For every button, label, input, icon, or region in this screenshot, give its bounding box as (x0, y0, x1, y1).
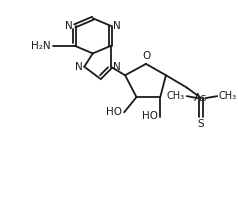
Text: N: N (74, 62, 82, 72)
Text: N: N (65, 21, 73, 31)
Text: CH₃: CH₃ (218, 91, 236, 101)
Text: H₂N: H₂N (31, 41, 51, 51)
Text: As: As (194, 93, 208, 103)
Text: CH₃: CH₃ (167, 91, 185, 101)
Text: O: O (143, 51, 151, 61)
Text: HO: HO (142, 111, 158, 121)
Text: HO: HO (106, 107, 122, 117)
Text: N: N (113, 21, 120, 31)
Text: N: N (113, 62, 120, 72)
Text: S: S (198, 119, 204, 129)
